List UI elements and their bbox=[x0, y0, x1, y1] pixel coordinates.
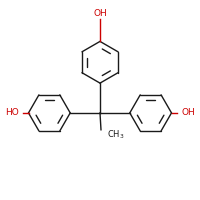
Text: HO: HO bbox=[5, 108, 18, 117]
Text: OH: OH bbox=[182, 108, 195, 117]
Text: CH$_3$: CH$_3$ bbox=[107, 129, 124, 141]
Text: OH: OH bbox=[93, 9, 107, 18]
